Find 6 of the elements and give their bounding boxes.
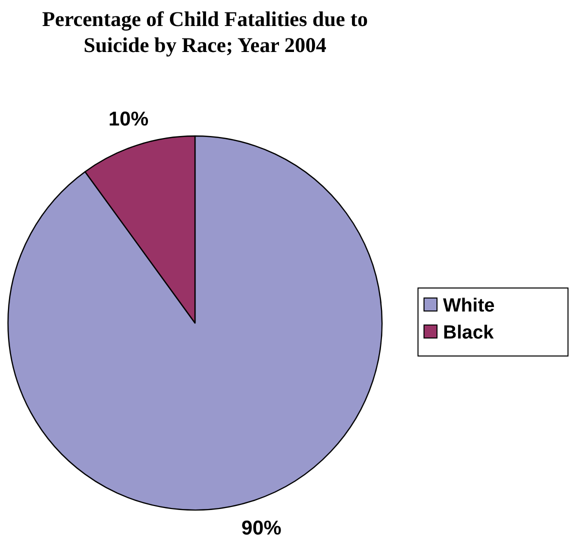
pie-slice <box>8 135 383 510</box>
chart-title: Percentage of Child Fatalities due to Suicide by Race; Year 2004 <box>42 7 368 57</box>
legend-label: White <box>443 296 495 317</box>
data-label: 10% <box>108 108 149 131</box>
data-label: 90% <box>241 517 282 540</box>
legend-label: Black <box>443 322 494 344</box>
